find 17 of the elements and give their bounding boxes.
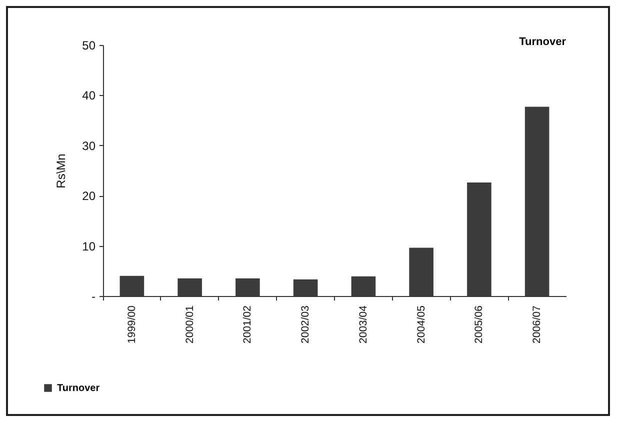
x-tick-label: 2005/06 (473, 305, 486, 344)
legend-label: Turnover (57, 383, 100, 394)
x-tick-label: 2006/07 (531, 305, 544, 344)
y-tick-label: 20 (82, 189, 96, 204)
y-tick-label: 10 (82, 239, 96, 254)
y-tick-label: 30 (82, 138, 96, 153)
chart-title: Turnover (519, 36, 567, 48)
x-tick-label: 2002/03 (300, 305, 312, 344)
y-tick-label: - (92, 290, 96, 304)
x-tick-label: 2003/04 (357, 305, 370, 344)
y-tick-label: 40 (82, 88, 96, 103)
y-axis-title: Rs\Mn (54, 154, 68, 188)
y-tick-label: 50 (82, 38, 96, 52)
x-tick-label: 2000/01 (184, 305, 196, 344)
x-tick-label: 1999/00 (126, 305, 138, 344)
x-tick-label: 2004/05 (415, 305, 428, 344)
x-tick-label: 2001/02 (242, 305, 254, 344)
